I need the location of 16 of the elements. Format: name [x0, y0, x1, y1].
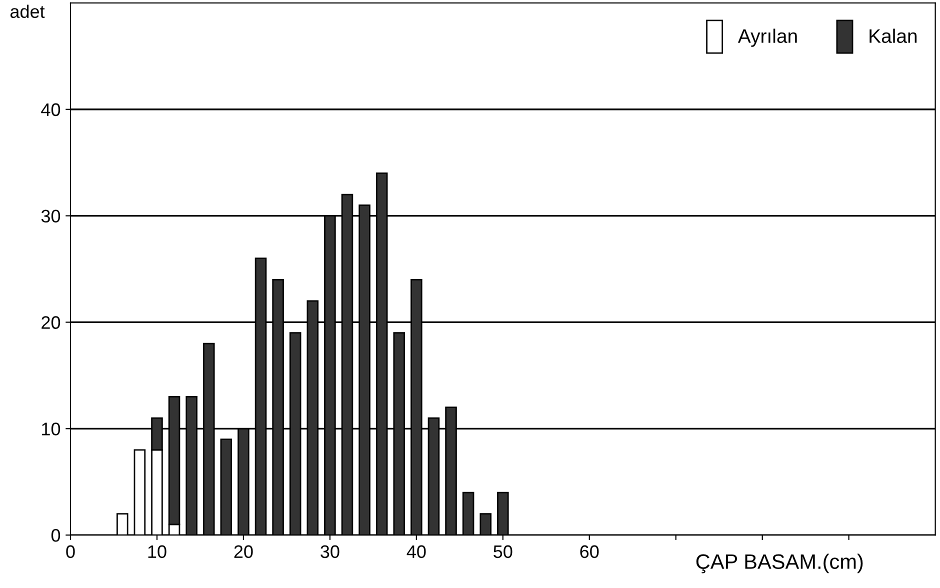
legend-label: Ayrılan: [738, 28, 797, 47]
y-tick-label: 30: [41, 210, 60, 223]
y-tick-label: 40: [41, 103, 60, 116]
y-axis-title: adet: [10, 4, 45, 18]
x-axis-title: ÇAP BASAM.(cm): [696, 554, 863, 574]
x-tick-label: 50: [494, 545, 512, 558]
legend-label: Kalan: [870, 28, 917, 43]
x-tick-label: 20: [234, 545, 253, 558]
x-tick-label: 10: [148, 545, 166, 558]
y-tick-label: 10: [42, 422, 60, 436]
y-tick-label: 20: [42, 316, 60, 329]
x-tick-label: 0: [66, 545, 75, 558]
x-tick-label: 40: [406, 545, 426, 558]
x-tick-label: 60: [580, 545, 599, 558]
y-tick-label: 0: [51, 529, 60, 542]
x-tick-label: 30: [320, 545, 340, 558]
